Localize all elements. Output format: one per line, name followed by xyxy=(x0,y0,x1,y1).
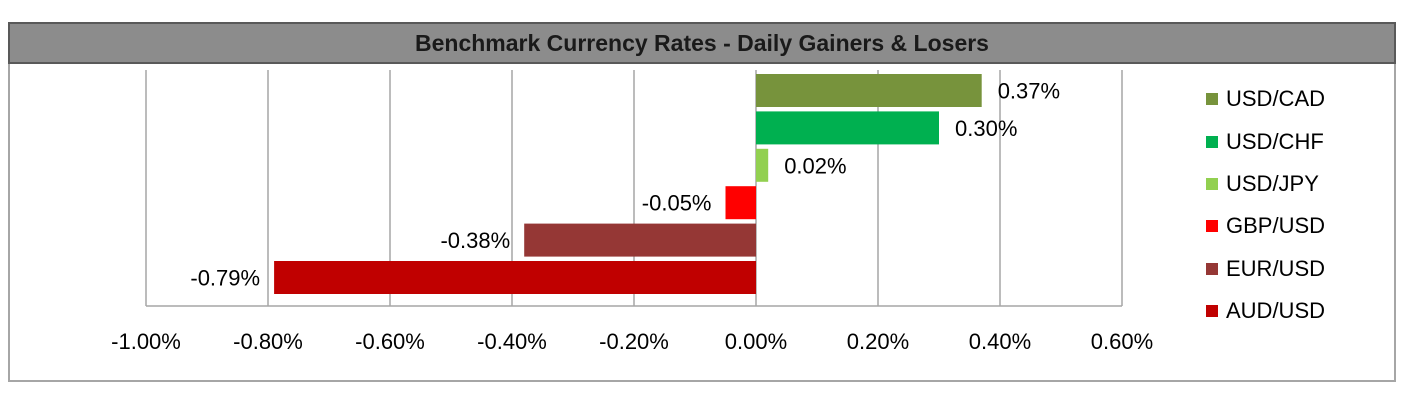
legend-label: EUR/USD xyxy=(1226,255,1326,281)
chart-title-bar: Benchmark Currency Rates - Daily Gainers… xyxy=(8,22,1396,64)
legend-label: USD/JPY xyxy=(1226,170,1319,196)
legend-label: AUD/USD xyxy=(1226,298,1326,324)
legend-swatch xyxy=(1206,220,1218,233)
legend-swatch xyxy=(1206,177,1218,190)
legend-item: USD/CAD xyxy=(1206,78,1386,120)
legend-item: USD/JPY xyxy=(1206,163,1386,205)
data-label: -0.38% xyxy=(440,228,510,253)
x-tick-label: -0.20% xyxy=(599,329,669,354)
x-tick-label: 0.00% xyxy=(725,329,787,354)
chart-frame xyxy=(8,22,1396,382)
legend-label: USD/CAD xyxy=(1226,86,1326,112)
legend-swatch xyxy=(1206,93,1218,106)
x-axis-ticks: -1.00% -0.80% -0.60% -0.40% -0.20% 0.00% 0.20%… xyxy=(111,329,1153,354)
data-label: -0.79% xyxy=(190,266,260,291)
legend-swatch xyxy=(1206,135,1218,148)
x-tick-label: -1.00% xyxy=(111,329,181,354)
data-label: 0.02% xyxy=(784,153,846,178)
x-tick-label: 0.40% xyxy=(969,329,1031,354)
bars xyxy=(274,74,982,294)
x-tick-label: 0.20% xyxy=(847,329,909,354)
legend: USD/CAD USD/CHF USD/JPY GBP/USD EUR/USD AUD/U… xyxy=(1206,78,1386,332)
legend-label: GBP/USD xyxy=(1226,213,1326,239)
x-tick-label: 0.60% xyxy=(1091,329,1153,354)
legend-swatch xyxy=(1206,305,1218,318)
x-tick-label: -0.60% xyxy=(355,329,425,354)
legend-item: EUR/USD xyxy=(1206,248,1386,290)
bar-usd-cad xyxy=(756,74,982,107)
bar-eur-usd xyxy=(524,223,756,257)
x-tick-label: -0.80% xyxy=(233,329,303,354)
bar-gbp-usd xyxy=(725,186,756,220)
data-label: 0.30% xyxy=(955,116,1017,141)
legend-item: USD/CHF xyxy=(1206,120,1386,162)
legend-swatch xyxy=(1206,262,1218,275)
bar-usd-jpy xyxy=(756,148,769,182)
data-labels: 0.37% 0.30% 0.02% -0.05% -0.38% -0.79% xyxy=(190,79,1060,291)
chart-title: Benchmark Currency Rates - Daily Gainers… xyxy=(415,29,989,56)
bar-usd-chf xyxy=(756,111,939,145)
bar-aud-usd xyxy=(274,261,756,294)
x-tick-label: -0.40% xyxy=(477,329,547,354)
legend-label: USD/CHF xyxy=(1226,128,1324,154)
legend-item: AUD/USD xyxy=(1206,290,1386,332)
legend-item: GBP/USD xyxy=(1206,205,1386,247)
data-label: 0.37% xyxy=(998,79,1060,104)
data-label: -0.05% xyxy=(642,191,712,216)
